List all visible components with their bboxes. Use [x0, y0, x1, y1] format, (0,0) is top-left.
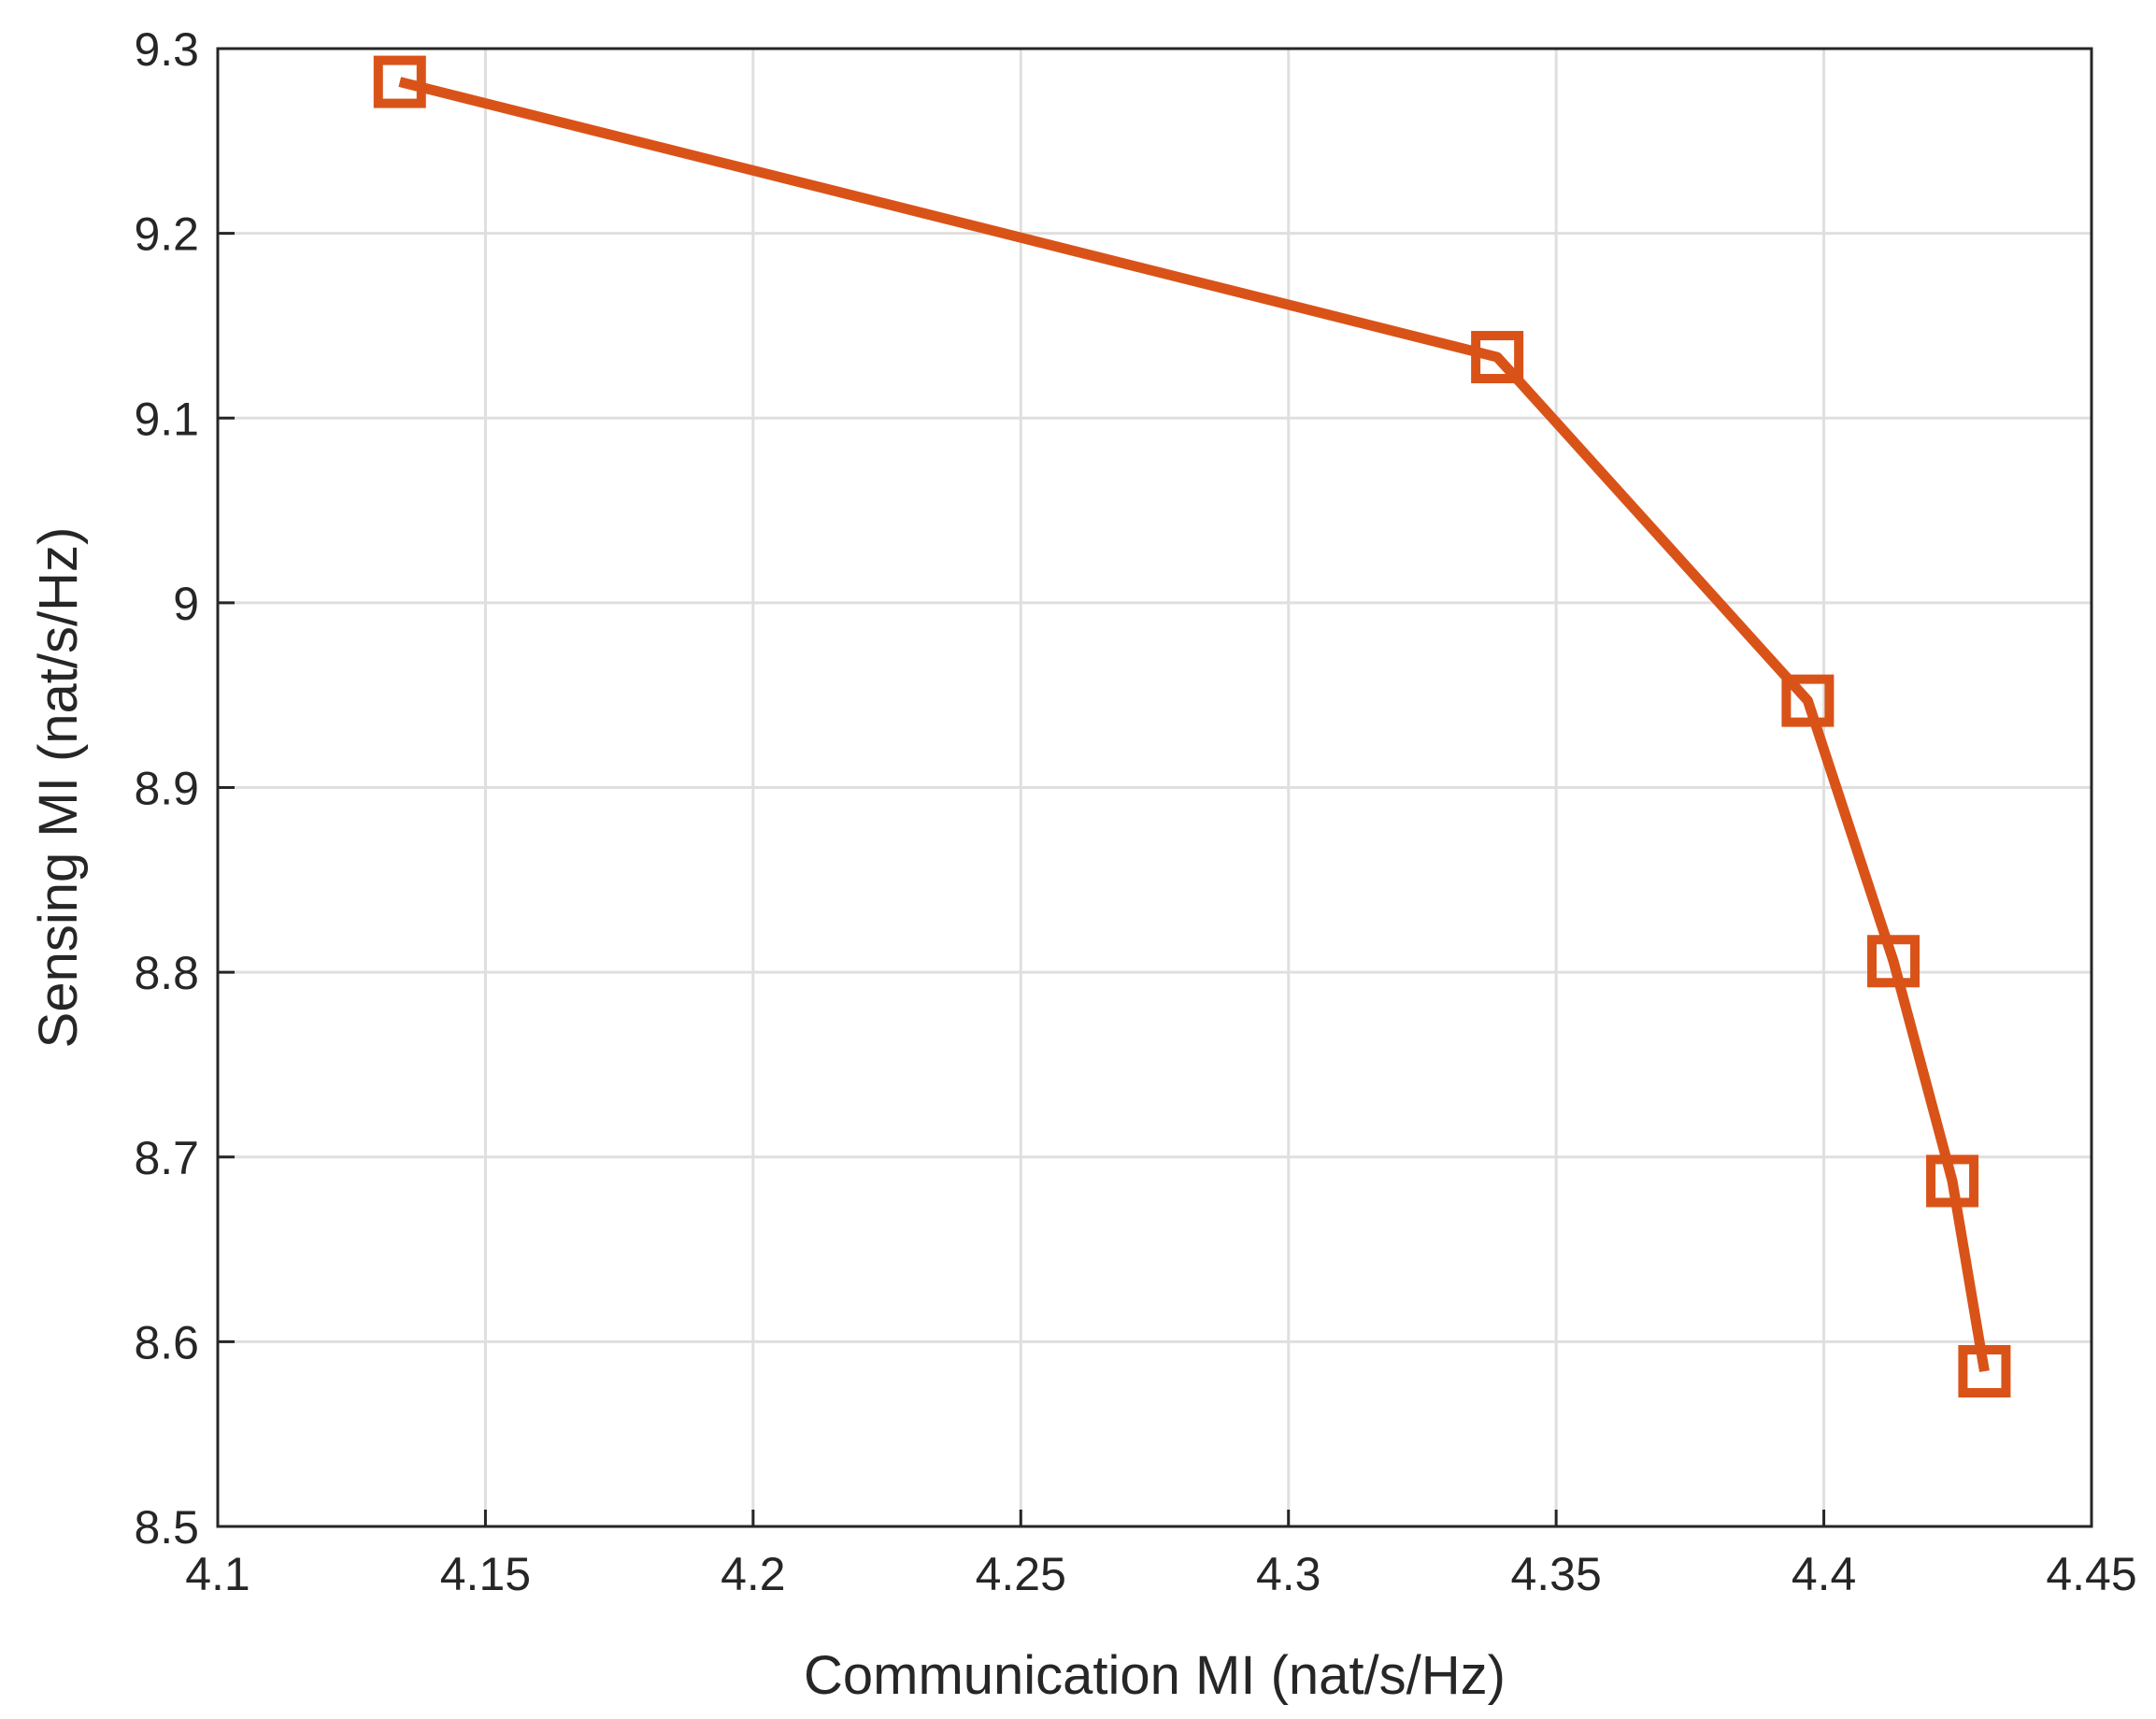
data-point-marker	[1781, 674, 1835, 727]
y-tick-label: 8.7	[134, 1132, 199, 1184]
x-axis-label: Communication MI (nat/s/Hz)	[804, 1645, 1506, 1706]
y-axis-label: Sensing MI (nat/s/Hz)	[28, 527, 89, 1049]
x-tick-label: 4.15	[440, 1548, 531, 1600]
data-point-marker	[1867, 935, 1920, 988]
x-tick-label: 4.2	[721, 1548, 786, 1600]
data-point-marker	[1471, 331, 1524, 384]
y-tick-label: 9	[173, 578, 199, 630]
data-point-marker	[373, 55, 426, 108]
y-tick-label: 8.5	[134, 1501, 199, 1554]
data-point-marker	[1926, 1154, 1979, 1208]
grid	[218, 49, 2092, 1526]
y-tick-label: 8.6	[134, 1316, 199, 1368]
x-tick-label: 4.45	[2046, 1548, 2136, 1600]
y-tick-label: 9.3	[134, 23, 199, 76]
x-tick-label: 4.1	[185, 1548, 250, 1600]
y-tick-label: 8.9	[134, 763, 199, 815]
y-tick-label: 9.1	[134, 393, 199, 445]
series-line	[398, 77, 1990, 1372]
x-tick-label: 4.3	[1256, 1548, 1321, 1600]
axis-ticks: 4.1 4.15 4.2 4.25 4.3 4.35 4.4 4.45 8.5 8.6 8.7 8.8…	[134, 23, 2136, 1600]
x-tick-label: 4.35	[1510, 1548, 1601, 1600]
x-tick-label: 4.25	[976, 1548, 1066, 1600]
y-tick-label: 9.2	[134, 208, 199, 261]
data-point-marker	[1958, 1344, 2011, 1397]
series-group	[373, 55, 2011, 1397]
x-tick-label: 4.4	[1792, 1548, 1857, 1600]
y-tick-label: 8.8	[134, 947, 199, 999]
